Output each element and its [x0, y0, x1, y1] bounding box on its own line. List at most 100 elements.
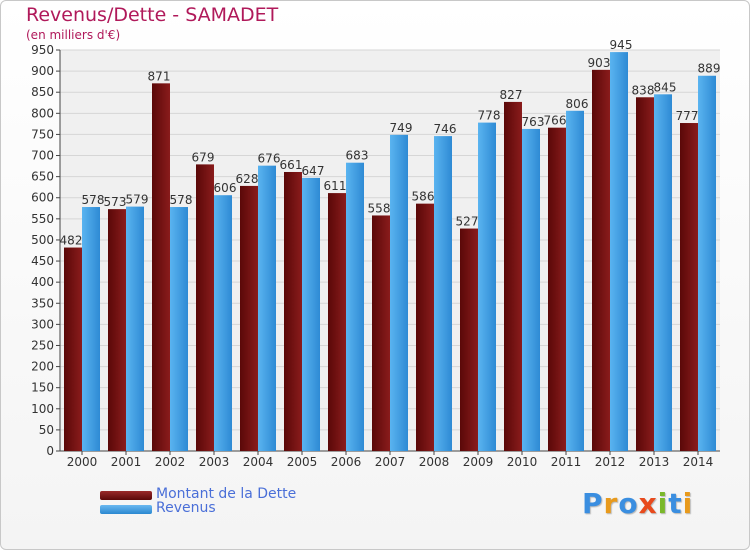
data-label-revenus: 845 — [654, 80, 677, 94]
bar-revenus — [390, 134, 408, 452]
logo-letter: i — [657, 487, 669, 520]
data-label-dette: 558 — [368, 201, 391, 215]
y-tick-label: 200 — [31, 360, 54, 374]
logo-letter: t — [668, 487, 683, 520]
data-label-dette: 766 — [544, 114, 567, 128]
bar-dette — [504, 101, 522, 451]
bar-revenus — [126, 206, 144, 451]
data-label-dette: 827 — [500, 88, 523, 102]
x-tick-label: 2007 — [375, 455, 406, 469]
bar-revenus — [258, 165, 276, 451]
bar-dette — [284, 171, 302, 452]
legend-label-dette: Montant de la Dette — [156, 486, 297, 502]
bar-revenus — [82, 207, 100, 451]
data-label-revenus: 889 — [698, 62, 721, 76]
data-label-revenus: 647 — [302, 164, 325, 178]
y-tick-label: 350 — [31, 296, 54, 310]
y-tick-label: 0 — [46, 444, 54, 458]
data-label-dette: 573 — [104, 195, 127, 209]
y-tick-label: 600 — [31, 191, 54, 205]
bar-dette — [328, 193, 346, 451]
x-tick-label: 2011 — [551, 455, 582, 469]
data-label-dette: 679 — [192, 150, 215, 164]
chart-title: Revenus/Dette - SAMADET — [26, 4, 279, 26]
data-label-revenus: 749 — [390, 121, 413, 135]
data-label-revenus: 676 — [258, 152, 281, 166]
bar-dette — [460, 228, 478, 451]
legend-swatch-revenus — [100, 505, 152, 514]
bar-dette — [240, 185, 258, 451]
y-tick-label: 900 — [31, 64, 54, 78]
data-label-dette: 611 — [324, 179, 347, 193]
bar-dette — [152, 83, 170, 451]
y-tick-label: 400 — [31, 275, 54, 289]
x-tick-label: 2012 — [595, 455, 626, 469]
bar-revenus — [434, 136, 452, 451]
y-tick-label: 500 — [31, 233, 54, 247]
data-label-dette: 871 — [148, 69, 171, 83]
bar-dette — [196, 164, 214, 451]
bar-revenus — [522, 128, 540, 451]
bar-revenus — [170, 207, 188, 451]
bar-dette — [548, 127, 566, 452]
data-label-dette: 482 — [60, 234, 83, 248]
data-label-dette: 777 — [676, 109, 699, 123]
y-tick-label: 700 — [31, 149, 54, 163]
bar-revenus — [214, 195, 232, 451]
logo-letter: P — [582, 487, 604, 520]
y-tick-label: 150 — [31, 381, 54, 395]
data-label-revenus: 746 — [434, 122, 457, 136]
y-tick-label: 50 — [39, 423, 54, 437]
y-tick-label: 250 — [31, 338, 54, 352]
bar-revenus — [566, 110, 584, 452]
legend-label-revenus: Revenus — [156, 500, 216, 516]
y-tick-label: 650 — [31, 170, 54, 184]
bar-revenus — [478, 122, 496, 451]
bar-revenus — [698, 75, 716, 452]
x-tick-label: 2000 — [67, 455, 98, 469]
y-tick-label: 100 — [31, 402, 54, 416]
x-tick-label: 2010 — [507, 455, 538, 469]
logo-letter: i — [682, 487, 694, 520]
data-label-dette: 527 — [456, 215, 479, 229]
data-label-revenus: 945 — [610, 38, 633, 52]
data-label-revenus: 683 — [346, 149, 369, 163]
bar-dette — [636, 97, 654, 451]
data-label-dette: 903 — [588, 56, 611, 70]
bar-revenus — [610, 52, 628, 451]
data-label-revenus: 806 — [566, 97, 589, 111]
x-tick-label: 2006 — [331, 455, 362, 469]
x-tick-label: 2003 — [199, 455, 230, 469]
x-tick-label: 2008 — [419, 455, 450, 469]
data-label-dette: 661 — [280, 158, 303, 172]
x-tick-label: 2002 — [155, 455, 186, 469]
y-tick-label: 750 — [31, 127, 54, 141]
x-tick-label: 2009 — [463, 455, 494, 469]
data-label-revenus: 579 — [126, 193, 149, 207]
bar-dette — [64, 247, 82, 451]
legend-swatch-dette — [100, 491, 152, 500]
bar-revenus — [346, 162, 364, 452]
y-tick-label: 450 — [31, 254, 54, 268]
y-tick-label: 950 — [31, 43, 54, 57]
data-label-revenus: 778 — [478, 109, 501, 123]
y-tick-label: 850 — [31, 85, 54, 99]
y-tick-label: 550 — [31, 212, 54, 226]
data-label-revenus: 578 — [82, 193, 105, 207]
logo-letter: o — [618, 487, 639, 520]
bar-revenus — [654, 94, 672, 452]
chart-subtitle: (en milliers d'€) — [26, 28, 121, 42]
logo-letter: r — [603, 487, 619, 520]
bar-revenus — [302, 177, 320, 451]
bar-dette — [416, 203, 434, 451]
proxiti-logo: Proxiti — [582, 487, 693, 520]
data-label-dette: 838 — [632, 83, 655, 97]
data-label-revenus: 763 — [522, 115, 545, 129]
x-tick-label: 2001 — [111, 455, 142, 469]
data-label-dette: 586 — [412, 190, 435, 204]
x-tick-label: 2014 — [683, 455, 714, 469]
bar-dette — [108, 209, 126, 451]
x-tick-label: 2004 — [243, 455, 274, 469]
bar-dette — [680, 123, 698, 452]
